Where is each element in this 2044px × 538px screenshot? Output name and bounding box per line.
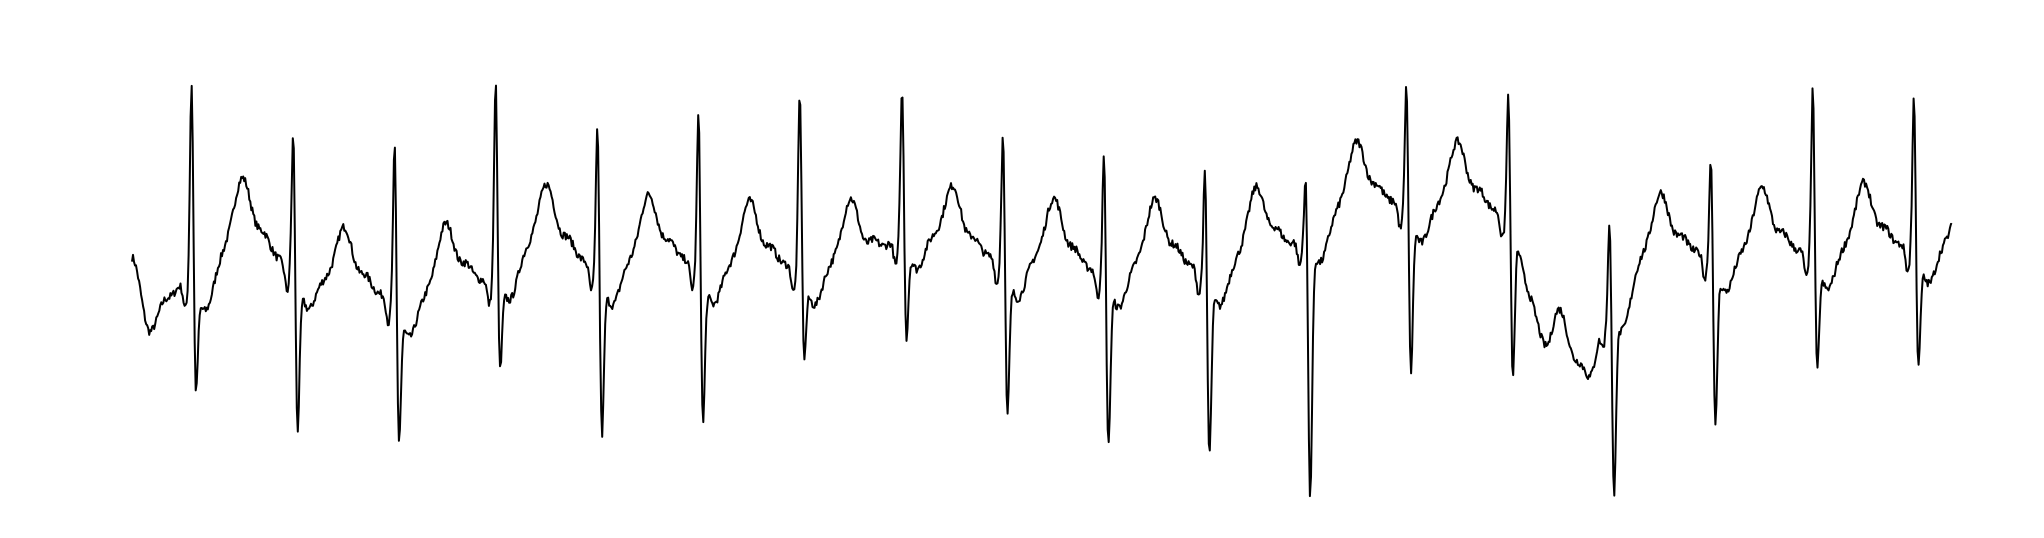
ecg-trace-line <box>131 84 1953 498</box>
